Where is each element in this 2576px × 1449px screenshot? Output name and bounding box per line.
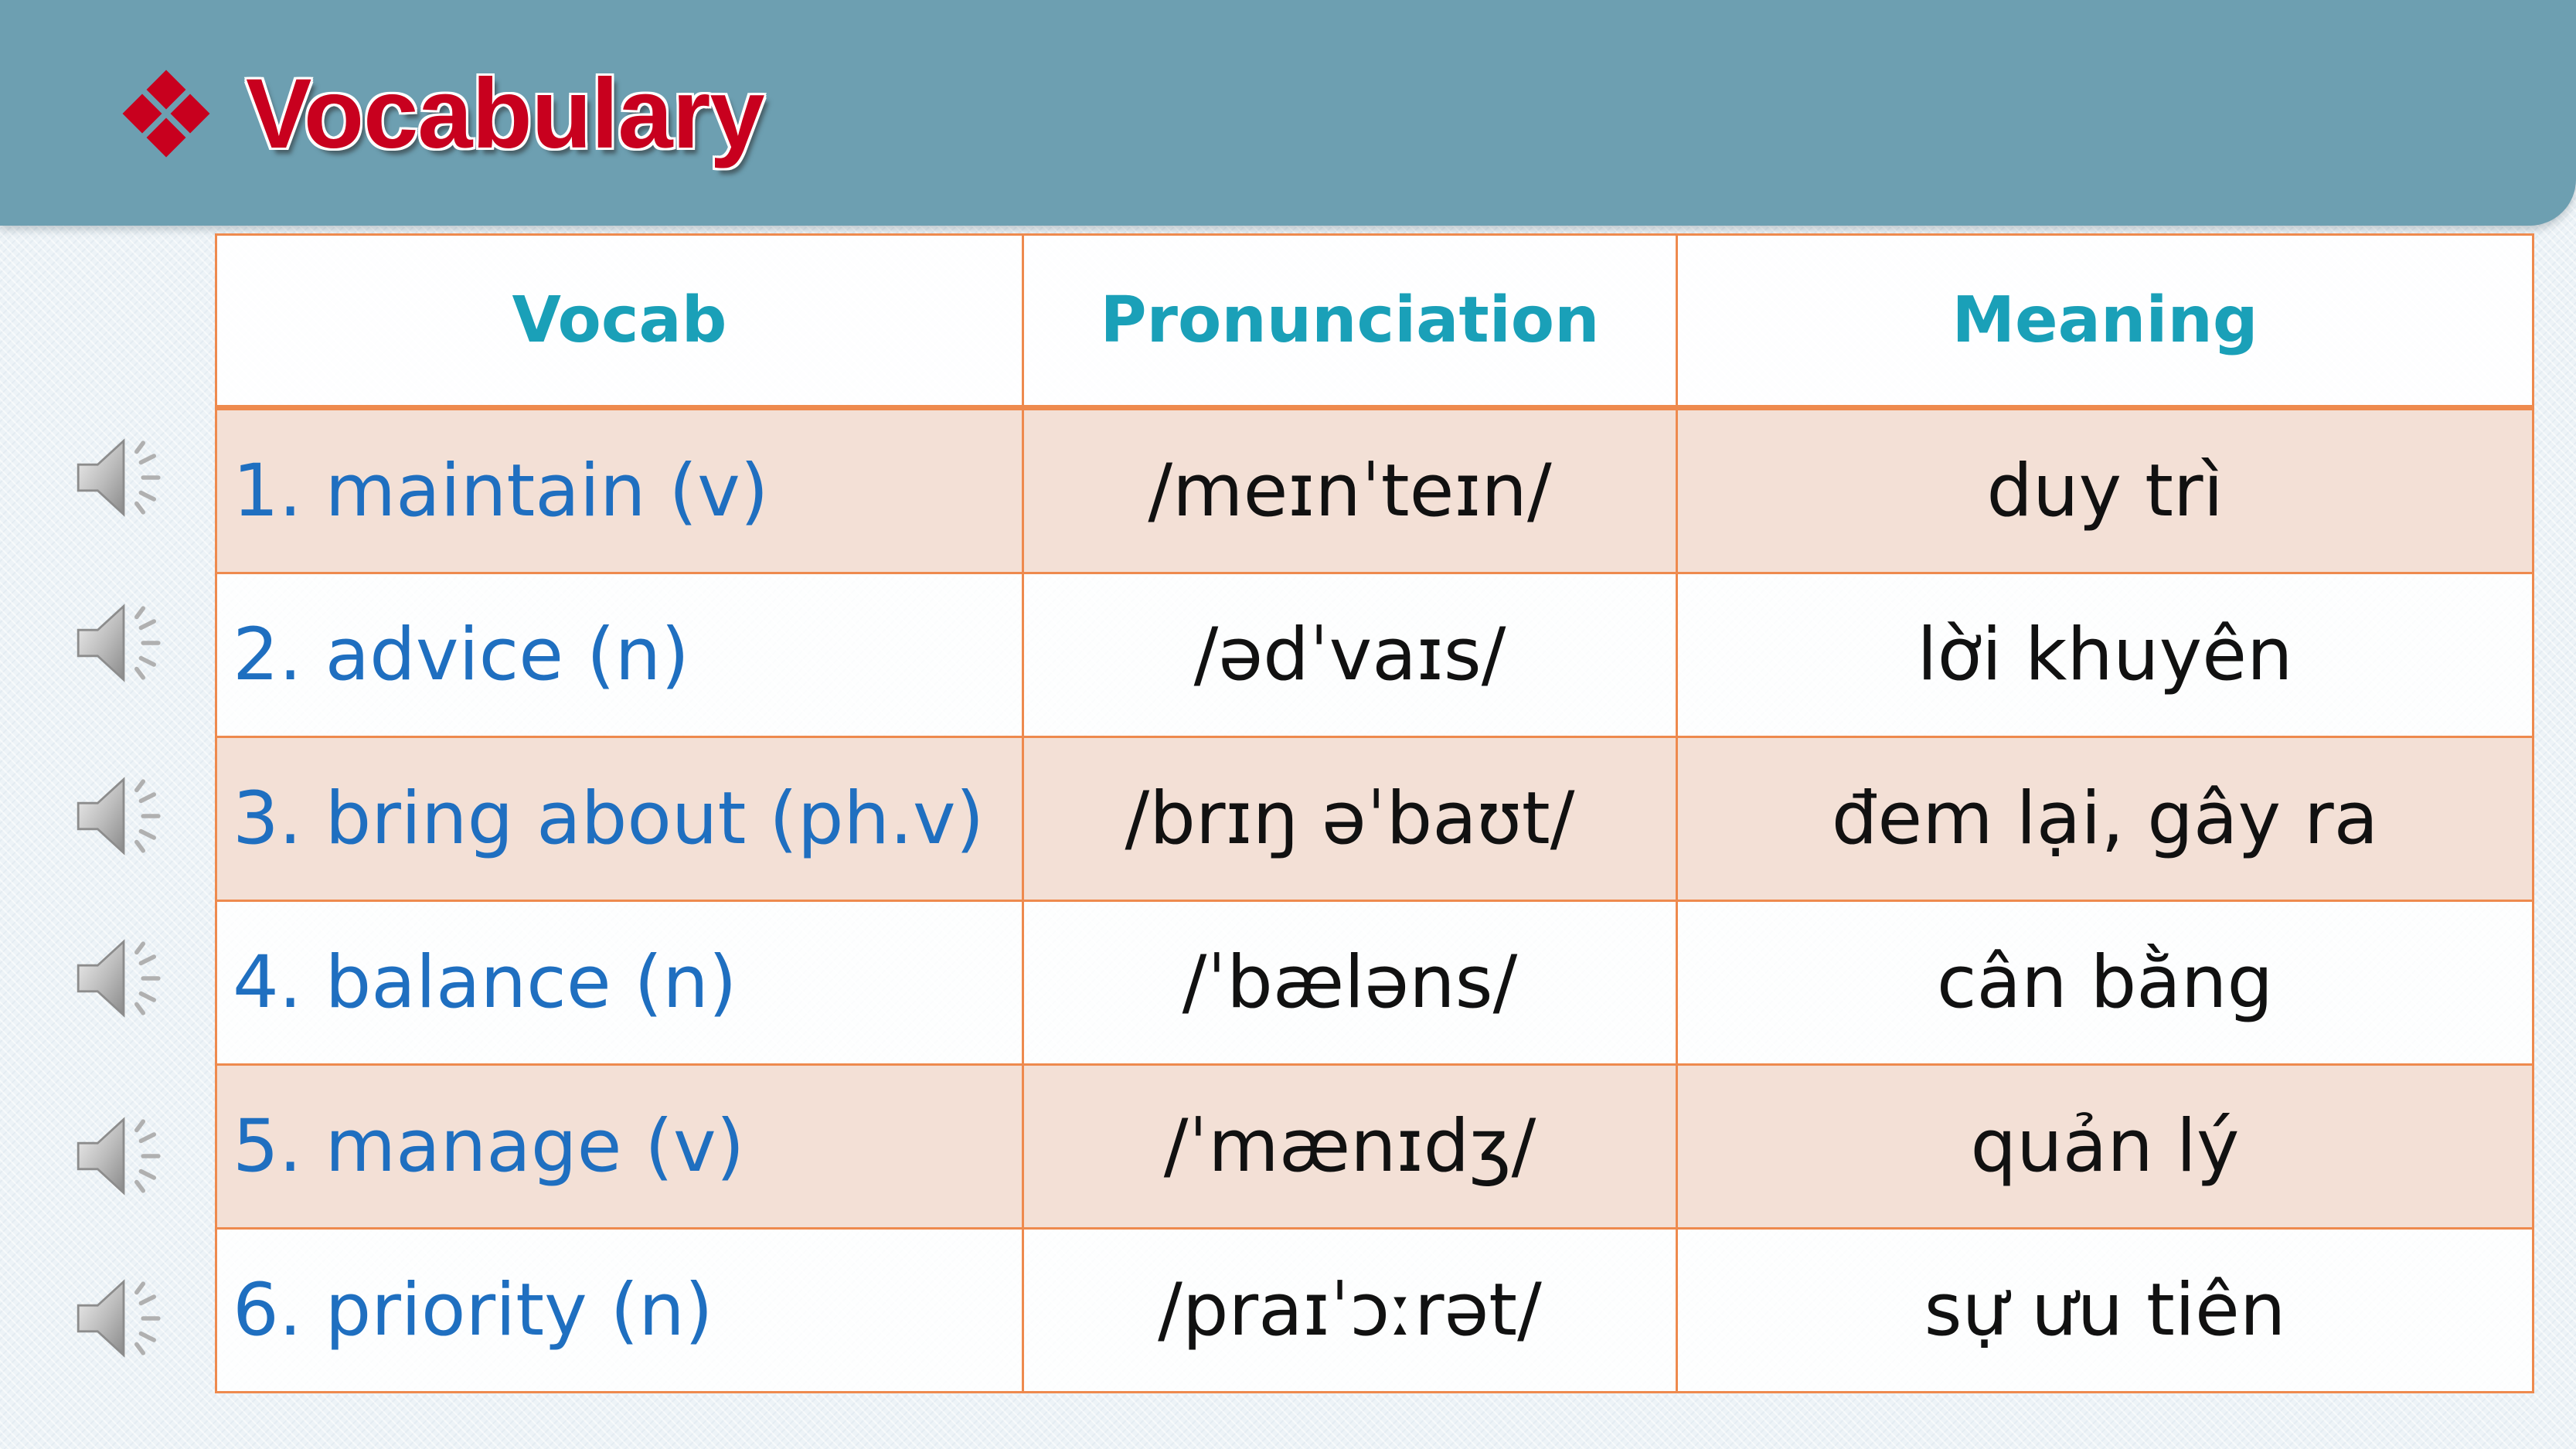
vocab-pronunciation: /meɪnˈteɪn/ (1022, 406, 1678, 574)
speaker-icon[interactable] (70, 589, 178, 697)
vocab-word: 5. manage (v) (215, 1063, 1024, 1230)
speaker-icon[interactable] (70, 423, 178, 532)
vocab-pronunciation: /ədˈvaɪs/ (1022, 572, 1678, 738)
vocab-pronunciation: /praɪˈɔːrət/ (1022, 1227, 1678, 1393)
vocab-word: 3. bring about (ph.v) (215, 736, 1024, 902)
vocab-word: 4. balance (n) (215, 900, 1024, 1066)
table-row: 6. priority (n) /praɪˈɔːrət/ sự ưu tiên (215, 1227, 2534, 1393)
column-header-meaning: Meaning (1676, 233, 2534, 410)
table-header-row: Vocab Pronunciation Meaning (215, 233, 2534, 410)
page-title: Vocabulary (246, 58, 765, 169)
speaker-icon[interactable] (70, 1264, 178, 1372)
column-header-pronunciation: Pronunciation (1022, 233, 1678, 410)
table-row: 2. advice (n) /ədˈvaɪs/ lời khuyên (215, 572, 2534, 738)
speaker-icon[interactable] (70, 924, 178, 1032)
header-band (0, 0, 2576, 226)
vocab-pronunciation: /brɪŋ əˈbaʊt/ (1022, 736, 1678, 902)
vocab-word: 6. priority (n) (215, 1227, 1024, 1393)
vocab-meaning: lời khuyên (1676, 572, 2534, 738)
speaker-icon[interactable] (70, 1102, 178, 1210)
table-row: 5. manage (v) /ˈmænɪdʒ/ quản lý (215, 1063, 2534, 1230)
table-row: 4. balance (n) /ˈbæləns/ cân bằng (215, 900, 2534, 1066)
speaker-icon[interactable] (70, 762, 178, 870)
vocab-meaning: cân bằng (1676, 900, 2534, 1066)
vocab-pronunciation: /ˈbæləns/ (1022, 900, 1678, 1066)
title-bar: Vocabulary (122, 48, 765, 179)
table-row: 1. maintain (v) /meɪnˈteɪn/ duy trì (215, 406, 2534, 574)
vocab-meaning: đem lại, gây ra (1676, 736, 2534, 902)
vocab-meaning: quản lý (1676, 1063, 2534, 1230)
four-diamond-bullet-icon (122, 70, 210, 158)
vocab-word: 1. maintain (v) (215, 406, 1024, 574)
vocab-meaning: sự ưu tiên (1676, 1227, 2534, 1393)
vocab-meaning: duy trì (1676, 406, 2534, 574)
vocab-word: 2. advice (n) (215, 572, 1024, 738)
vocab-pronunciation: /ˈmænɪdʒ/ (1022, 1063, 1678, 1230)
vocabulary-table: Vocab Pronunciation Meaning 1. maintain … (215, 233, 2534, 1393)
table-row: 3. bring about (ph.v) /brɪŋ əˈbaʊt/ đem … (215, 736, 2534, 902)
column-header-vocab: Vocab (215, 233, 1024, 410)
